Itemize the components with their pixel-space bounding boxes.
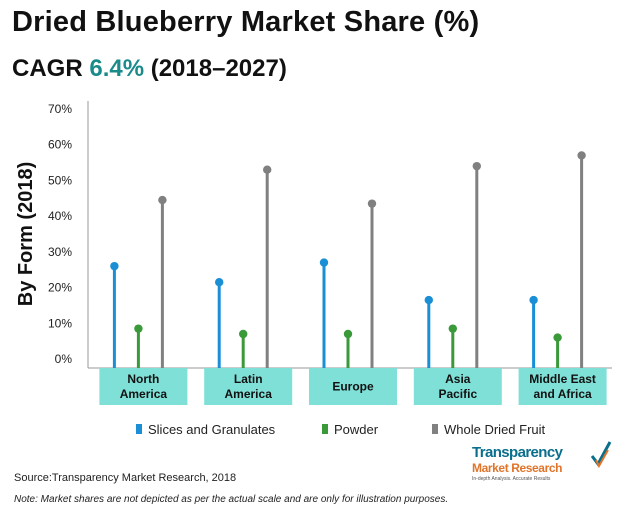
lollipop-point: [239, 329, 248, 339]
cagr-period: (2018–2027): [150, 55, 287, 82]
legend-label: Whole Dried Fruit: [444, 422, 546, 437]
x-category-label: Middle East: [529, 372, 596, 386]
category-box: [204, 368, 293, 405]
cagr-value: 6.4%: [89, 55, 145, 82]
legend-label: Powder: [334, 422, 379, 437]
logo-checkmark-icon: [590, 441, 612, 469]
x-category-label: Pacific: [438, 387, 477, 401]
x-category-label: Europe: [332, 380, 374, 394]
x-category-label: North: [127, 372, 159, 386]
y-tick-label: 60%: [48, 138, 72, 152]
category-box: [309, 368, 397, 405]
company-logo: Transparency Market Research In-depth An…: [472, 438, 612, 486]
y-tick-label: 20%: [48, 281, 72, 295]
lollipop-point: [319, 258, 329, 267]
y-tick-label: 10%: [48, 316, 72, 330]
logo-line-2: Market Research: [472, 461, 563, 475]
x-category-label: America: [120, 387, 168, 401]
lollipop-point: [424, 295, 433, 305]
legend-swatch: [432, 424, 438, 434]
chart-area: By Form (2018) 0% 10% 20% 30% 40% 50% 60% 70% Nor…: [15, 101, 612, 437]
category-box: [518, 368, 607, 405]
lollipop-point: [553, 333, 562, 342]
legend-label: Slices and Granulates: [148, 422, 276, 437]
lollipop-point: [472, 161, 481, 171]
legend-swatch: [136, 424, 142, 434]
y-tick-label: 0%: [55, 352, 73, 366]
legend-swatch: [322, 424, 328, 434]
y-tick-label: 40%: [48, 209, 72, 223]
lollipop-point: [134, 324, 143, 333]
x-category-label: Asia: [445, 372, 471, 386]
logo-tagline: In-depth Analysis. Accurate Results: [472, 476, 551, 482]
lollipop-point: [158, 195, 167, 205]
category-box: [99, 368, 188, 405]
lollipop-point: [343, 329, 353, 339]
disclaimer-note: Note: Market shares are not depicted as …: [14, 494, 449, 505]
y-tick-label: 50%: [48, 173, 72, 187]
lollipop-point: [367, 199, 377, 208]
chart-subtitle: CAGR 6.4% (2018–2027): [12, 55, 287, 83]
cagr-label: CAGR: [12, 55, 83, 82]
lollipop-point: [110, 261, 119, 271]
x-category-label: America: [225, 387, 273, 401]
lollipop-point: [263, 165, 272, 174]
y-axis-label: By Form (2018): [15, 162, 37, 307]
logo-line-1: Transparency: [472, 444, 563, 461]
y-tick-label: 70%: [48, 102, 72, 116]
chart-title: Dried Blueberry Market Share (%): [12, 6, 480, 38]
category-box: [413, 368, 502, 405]
y-tick-label: 30%: [48, 245, 72, 259]
source-text: Source:Transparency Market Research, 201…: [14, 472, 237, 484]
lollipop-point: [215, 278, 224, 287]
x-category-label: Latin: [234, 372, 263, 386]
lollipop-point: [577, 151, 586, 160]
lollipop-point: [529, 295, 538, 305]
x-category-label: and Africa: [533, 387, 592, 401]
lollipop-point: [448, 324, 457, 333]
